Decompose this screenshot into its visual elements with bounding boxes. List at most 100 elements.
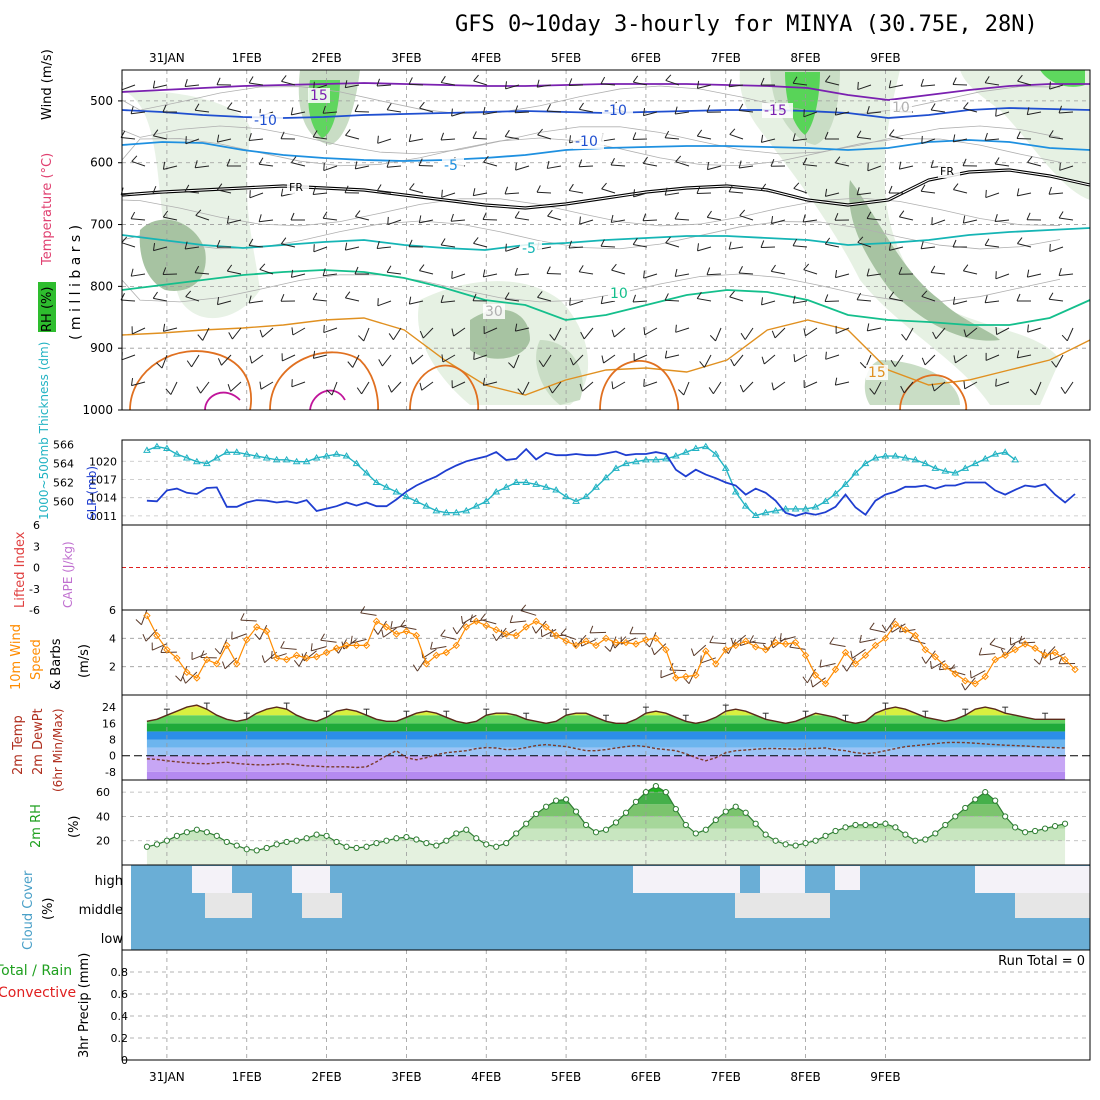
wind-barb: [152, 186, 168, 194]
barb-flag: [214, 648, 221, 655]
rh-tick: 20: [96, 835, 110, 848]
barb-flag: [984, 295, 988, 303]
rh-marker: [602, 826, 610, 833]
barb-staff: [537, 84, 552, 88]
surface-wind-barb: [589, 625, 607, 634]
barb-flag: [1048, 292, 1054, 300]
wind-barb: [537, 291, 552, 302]
barb-staff: [249, 82, 264, 86]
thickness-marker: [182, 453, 191, 461]
barb-flag: [921, 357, 926, 366]
barb-flag: [549, 334, 555, 341]
wind-barb: [131, 155, 146, 167]
wind-barb: [696, 129, 712, 140]
barb-flag: [660, 670, 662, 678]
thickness-marker: [622, 459, 630, 467]
barb-staff: [857, 136, 872, 140]
barb-staff: [995, 163, 1010, 167]
rh-marker: [243, 846, 250, 853]
barb-flag: [290, 269, 294, 278]
barb-flag: [866, 323, 870, 332]
barb-flag: [866, 211, 872, 219]
barb-flag: [1049, 243, 1051, 252]
barb-flag: [451, 108, 453, 117]
barb-flag: [184, 184, 190, 192]
wind-barb: [130, 268, 146, 277]
wind-barb: [952, 239, 967, 248]
barb-staff: [547, 165, 562, 169]
contour-label: 10: [610, 286, 628, 302]
wind-barb: [162, 323, 178, 332]
barb-staff: [553, 327, 562, 341]
barb-staff: [761, 189, 776, 194]
rh-marker: [223, 838, 230, 846]
barb-flag: [540, 629, 543, 637]
barb-staff: [409, 300, 424, 305]
cloud-cover-fill: [131, 865, 1090, 950]
barb-flag: [857, 236, 864, 243]
barb-flag: [859, 362, 866, 369]
wind-barb: [611, 327, 626, 338]
temp-band: [146, 707, 1066, 716]
barb-staff: [905, 327, 914, 341]
barb-staff: [894, 354, 904, 367]
barb-flag: [473, 351, 475, 360]
barb-staff: [259, 219, 274, 223]
thickness-tick: 560: [53, 495, 74, 508]
barb-staff: [803, 164, 818, 167]
wind-speed-marker: [372, 617, 381, 626]
rh-marker: [792, 842, 799, 849]
barb-staff: [644, 327, 658, 336]
rh-marker: [553, 797, 560, 804]
surface-wind-barb: [200, 650, 217, 659]
barb-staff: [899, 216, 914, 221]
barb-staff: [483, 161, 498, 167]
barb-flag: [803, 263, 810, 271]
barb-flag: [985, 352, 987, 361]
wind-barb: [706, 105, 722, 113]
barb-flag: [697, 243, 699, 251]
wind-barb: [517, 381, 530, 395]
barb-staff: [729, 296, 744, 302]
surface-wind-barb: [310, 643, 327, 652]
barb-staff: [693, 644, 707, 657]
temp-band: [146, 723, 1066, 732]
barb-flag: [376, 184, 382, 192]
thickness-marker: [212, 453, 221, 461]
barb-flag: [483, 155, 489, 163]
wind-barb: [508, 354, 520, 369]
wind-barb: [1017, 74, 1032, 86]
wind-speed-marker: [831, 665, 840, 674]
wind-speed-marker: [173, 654, 181, 662]
barb-flag: [440, 238, 446, 246]
rh-contour: [121, 125, 1061, 155]
ylabel-barbs: & Barbs: [49, 638, 64, 690]
wind-speed-marker: [193, 674, 201, 682]
wind-speed-marker: [392, 630, 401, 638]
temp-tick: 0: [109, 750, 116, 763]
wind-barb: [921, 135, 936, 145]
wind-barb: [536, 79, 552, 88]
wind-barb: [738, 266, 754, 275]
barb-staff: [1039, 649, 1046, 665]
wind-barb: [344, 185, 360, 194]
surface-wind-barb: [430, 641, 447, 650]
barb-flag: [185, 290, 192, 298]
barb-flag: [578, 102, 584, 110]
barb-staff: [805, 327, 818, 337]
barb-flag: [771, 330, 776, 339]
wind-barb: [824, 131, 839, 140]
y-tick-label: 900: [90, 341, 113, 355]
wind-barb: [952, 296, 968, 305]
barb-staff: [1049, 246, 1064, 253]
barb-staff: [995, 273, 1010, 280]
barb-staff: [1058, 111, 1074, 114]
barb-staff: [1066, 327, 1074, 341]
precip-frame: [121, 949, 1091, 1061]
wind-speed-marker: [961, 677, 969, 685]
barb-flag: [651, 647, 655, 655]
barb-flag: [792, 133, 796, 141]
barb-flag: [473, 74, 479, 82]
barb-staff: [345, 84, 360, 89]
barb-flag: [1033, 658, 1040, 665]
